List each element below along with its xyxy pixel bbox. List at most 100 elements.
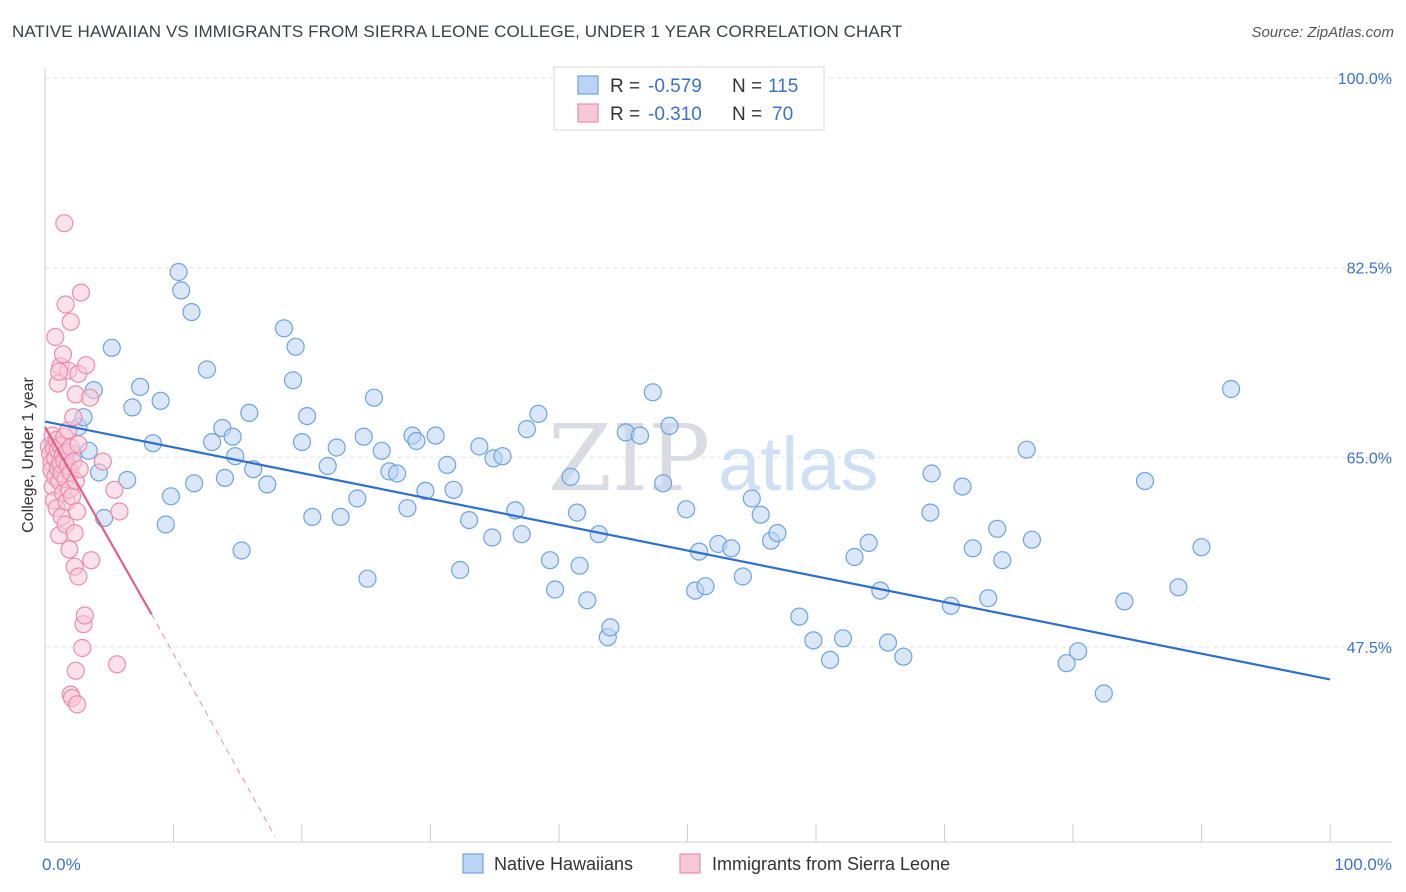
- point-blue-45: [372, 441, 391, 460]
- point-blue-109: [1057, 654, 1076, 673]
- point-blue-67: [561, 467, 580, 486]
- point-pink-44: [53, 345, 73, 364]
- point-blue-65: [540, 551, 560, 570]
- stats-legend-box: [553, 66, 825, 131]
- point-blue-28: [232, 541, 251, 560]
- bottom-legend-swatch-pink: [679, 853, 701, 874]
- point-blue-22: [197, 360, 216, 379]
- point-blue-63: [517, 420, 537, 439]
- y-axis-title: College, Under 1 year: [20, 377, 37, 533]
- point-pink-63: [75, 606, 94, 625]
- point-pink-53: [80, 388, 100, 407]
- point-pink-36: [65, 523, 84, 543]
- y-tick-label-3: 47.5%: [1347, 640, 1392, 657]
- point-blue-10: [102, 338, 121, 357]
- legend-r-value-blue: -0.579: [648, 76, 702, 97]
- point-pink-38: [67, 502, 87, 521]
- point-blue-36: [298, 407, 317, 426]
- legend-n-label-pink: N =: [732, 104, 762, 125]
- point-blue-73: [601, 618, 620, 637]
- point-blue-108: [1022, 530, 1042, 549]
- point-blue-18: [169, 262, 188, 282]
- watermark-atlas: atlas: [718, 422, 879, 507]
- point-blue-70: [578, 591, 597, 610]
- series-legend: Native Hawaiians Immigrants from Sierra …: [462, 853, 950, 874]
- legend-n-label-blue: N =: [732, 76, 762, 97]
- point-blue-17: [161, 487, 180, 506]
- point-blue-31: [258, 475, 277, 494]
- point-blue-9: [94, 508, 114, 528]
- watermark-zip: ZIP: [548, 405, 710, 512]
- series-immigrants-sierra-leone: [39, 214, 129, 714]
- point-blue-43: [354, 427, 373, 446]
- trend-lines: [44, 420, 1331, 837]
- series-native-hawaiians: [43, 262, 1241, 703]
- point-pink-59: [82, 551, 101, 570]
- point-blue-26: [223, 427, 242, 446]
- point-blue-32: [274, 319, 294, 338]
- grid-lines: [45, 77, 1392, 648]
- point-pink-57: [69, 567, 88, 586]
- point-blue-33: [286, 337, 305, 356]
- legend-n-value-blue: 115: [768, 76, 798, 97]
- trend-line-pink: [44, 426, 153, 615]
- point-blue-25: [215, 468, 234, 487]
- legend-n-value-pink: 70: [772, 104, 793, 125]
- point-blue-86: [742, 489, 761, 508]
- point-blue-47: [388, 464, 407, 483]
- point-blue-16: [156, 515, 175, 534]
- point-blue-55: [451, 560, 470, 580]
- point-blue-15: [151, 391, 170, 410]
- point-blue-76: [643, 383, 662, 402]
- point-blue-13: [131, 377, 150, 396]
- point-blue-35: [292, 433, 312, 452]
- point-blue-56: [460, 510, 479, 530]
- point-blue-90: [790, 607, 809, 626]
- point-pink-52: [76, 356, 96, 375]
- point-blue-79: [677, 500, 696, 519]
- point-pink-41: [46, 327, 65, 347]
- point-blue-102: [953, 477, 972, 496]
- point-blue-38: [318, 456, 337, 476]
- x-tick-label-1: 100.0%: [1334, 855, 1392, 874]
- point-pink-40: [70, 460, 89, 479]
- x-tick-labels: 0.0% 100.0%: [42, 855, 1392, 874]
- point-blue-21: [185, 474, 204, 493]
- point-blue-95: [859, 533, 878, 553]
- point-pink-47: [61, 312, 80, 331]
- point-blue-11: [118, 470, 137, 490]
- point-blue-51: [416, 481, 435, 500]
- point-blue-69: [570, 556, 589, 575]
- point-blue-106: [993, 551, 1012, 570]
- trend-line-pink-extension: [151, 614, 276, 837]
- point-blue-75: [630, 426, 650, 445]
- point-pink-61: [105, 480, 124, 499]
- point-blue-66: [545, 580, 565, 599]
- point-pink-65: [66, 661, 85, 680]
- point-pink-62: [110, 502, 129, 521]
- point-pink-39: [69, 435, 88, 454]
- point-blue-105: [988, 519, 1007, 538]
- point-pink-51: [71, 283, 91, 302]
- point-pink-64: [73, 638, 92, 658]
- trend-line-blue: [44, 420, 1331, 681]
- point-blue-52: [426, 426, 445, 445]
- y-tick-labels: 100.0% 82.5% 65.0% 47.5%: [1338, 71, 1392, 657]
- point-blue-23: [203, 433, 222, 452]
- stats-legend: R = -0.579 N = 115 R = -0.310 N = 70: [553, 66, 825, 131]
- point-pink-48: [64, 408, 83, 427]
- point-blue-110: [1068, 642, 1088, 661]
- bottom-legend-swatch-blue: [462, 853, 484, 874]
- point-blue-92: [820, 650, 840, 670]
- point-blue-93: [833, 629, 853, 648]
- point-blue-20: [182, 303, 201, 322]
- point-blue-104: [979, 589, 998, 608]
- point-blue-101: [941, 596, 961, 615]
- point-blue-94: [845, 547, 864, 567]
- point-blue-44: [364, 388, 384, 407]
- point-pink-34: [62, 487, 82, 506]
- y-tick-label-1: 82.5%: [1347, 261, 1392, 278]
- point-blue-53: [438, 455, 457, 474]
- point-blue-48: [398, 499, 417, 518]
- point-pink-31: [60, 540, 79, 559]
